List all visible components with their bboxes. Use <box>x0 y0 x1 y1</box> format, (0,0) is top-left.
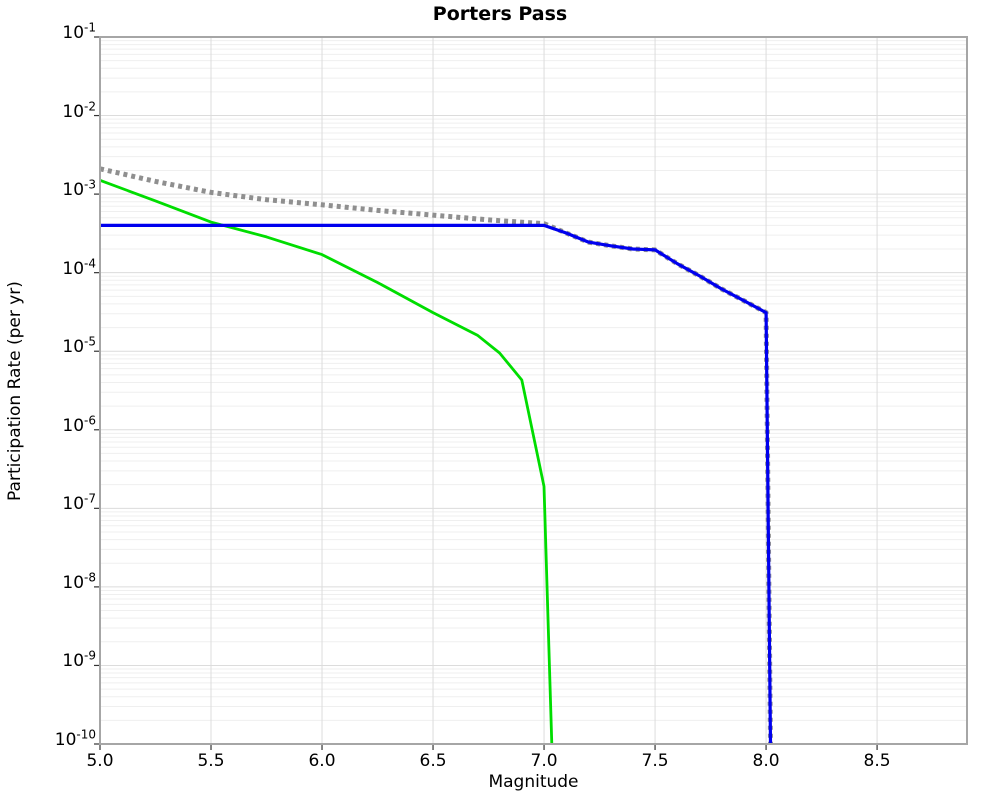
y-tick-exponent: -9 <box>84 648 96 663</box>
y-tick-exponent: -3 <box>84 177 96 192</box>
x-tick-label: 6.0 <box>308 751 336 771</box>
series-blue-solid-rate <box>100 223 773 745</box>
x-tick-label: 7.0 <box>530 751 558 771</box>
series-gray-dotted-rate <box>99 166 773 745</box>
x-tick-label: 5.0 <box>86 751 114 771</box>
y-tick-label: 10-1 <box>0 20 96 43</box>
y-tick-exponent: -10 <box>76 727 96 742</box>
x-tick-label: 7.5 <box>641 751 669 771</box>
y-tick-exponent: -2 <box>84 98 96 113</box>
x-tick-label: 8.0 <box>752 751 780 771</box>
y-tick-base: 10 <box>62 494 85 515</box>
y-tick-base: 10 <box>62 23 85 43</box>
y-tick-label: 10-9 <box>0 648 96 672</box>
x-tick-label: 6.5 <box>419 751 447 771</box>
y-tick-base: 10 <box>62 101 85 122</box>
y-tick-label: 10-3 <box>0 177 96 201</box>
y-tick-label: 10-7 <box>0 491 96 515</box>
y-tick-base: 10 <box>62 180 85 201</box>
y-tick-exponent: -1 <box>84 20 96 35</box>
plot-frame <box>99 36 968 745</box>
minor-gridlines <box>100 40 967 721</box>
x-tick-label: 8.5 <box>863 751 891 771</box>
y-tick-label: 10-2 <box>0 98 96 122</box>
y-tick-base: 10 <box>62 337 85 358</box>
y-tick-label: 10-8 <box>0 570 96 593</box>
y-tick-label: 10-10 <box>0 727 96 750</box>
y-tick-base: 10 <box>62 572 85 593</box>
y-tick-label: 10-6 <box>0 413 96 436</box>
major-h-gridlines <box>100 36 967 745</box>
tick-marks <box>94 36 878 750</box>
y-tick-exponent: -6 <box>84 413 96 428</box>
chart-title: Porters Pass <box>432 3 568 25</box>
y-tick-base: 10 <box>54 730 77 750</box>
series-green-solid-rate <box>99 178 554 745</box>
y-tick-exponent: -5 <box>84 334 96 349</box>
major-v-gridlines <box>99 37 878 744</box>
y-tick-base: 10 <box>62 415 85 436</box>
x-tick-label: 5.5 <box>197 751 225 771</box>
y-tick-exponent: -4 <box>84 256 96 270</box>
y-tick-label: 10-5 <box>0 334 96 358</box>
y-tick-exponent: -8 <box>84 570 96 585</box>
x-axis-label: Magnitude <box>488 772 579 792</box>
series-group <box>99 166 773 745</box>
y-tick-base: 10 <box>62 651 85 672</box>
y-tick-exponent: -7 <box>84 491 96 506</box>
y-tick-base: 10 <box>62 258 85 279</box>
y-tick-label: 10-4 <box>0 256 96 279</box>
